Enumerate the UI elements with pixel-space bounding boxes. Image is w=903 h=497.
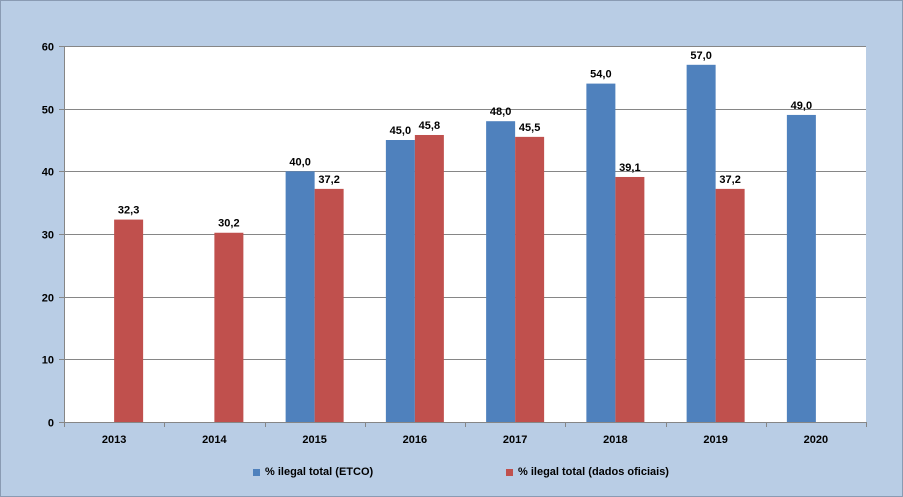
bar-etco-2017 (486, 121, 516, 422)
legend-label-etco: % ilegal total (ETCO) (265, 466, 374, 478)
data-labels: 40,0 45,0 48,0 54,0 57,0 49,0 32,3 30,2 37,2 45,8… (118, 50, 812, 230)
legend-swatch-dados-oficiais (506, 468, 513, 476)
bar-etco-2020 (786, 114, 816, 422)
bar-etco-2018 (586, 83, 616, 422)
legend-item-dados-oficiais: % ilegal total (dados oficiais) (506, 466, 669, 478)
bar-chart: 0 10 20 30 40 50 60 2013 2014 2015 2016 2017 2018 201… (42, 42, 867, 447)
data-label-dados-oficiais-2017: 45,5 (519, 122, 540, 134)
y-tick-label: 60 (42, 42, 54, 54)
bar-dados-oficiais-2016 (414, 134, 444, 422)
x-tick-label: 2015 (302, 434, 326, 446)
x-tick-label: 2018 (603, 434, 627, 446)
y-tick-label: 0 (48, 418, 54, 430)
data-label-etco-2016: 45,0 (390, 125, 411, 137)
y-tick-label: 10 (42, 355, 54, 367)
bar-dados-oficiais-2013 (114, 219, 144, 422)
bar-dados-oficiais-2018 (615, 176, 645, 422)
bar-dados-oficiais-2015 (314, 188, 344, 422)
data-label-etco-2015: 40,0 (289, 156, 310, 168)
x-tick-label: 2014 (202, 434, 227, 446)
bar-etco-2019 (686, 64, 716, 423)
data-label-dados-oficiais-2014: 30,2 (218, 218, 239, 230)
x-tick-label: 2013 (102, 434, 126, 446)
data-label-dados-oficiais-2016: 45,8 (419, 120, 440, 132)
x-tick-label: 2017 (503, 434, 527, 446)
data-label-dados-oficiais-2013: 32,3 (118, 205, 139, 217)
bar-dados-oficiais-2017 (515, 136, 545, 422)
data-label-dados-oficiais-2018: 39,1 (619, 162, 640, 174)
x-tick-label: 2019 (703, 434, 727, 446)
y-tick-label: 20 (42, 293, 54, 305)
gridlines (64, 46, 866, 360)
legend-swatch-etco (253, 468, 260, 476)
legend: % ilegal total (ETCO) % ilegal total (da… (1, 463, 903, 483)
bars (114, 64, 816, 423)
data-label-etco-2018: 54,0 (590, 69, 611, 81)
bar-etco-2016 (385, 140, 415, 422)
x-tick-label: 2016 (403, 434, 427, 446)
y-tick-label: 30 (42, 230, 54, 242)
x-tick-label: 2020 (804, 434, 828, 446)
y-tick-label: 40 (42, 167, 54, 179)
data-label-etco-2017: 48,0 (490, 106, 511, 118)
tick-labels: 0 10 20 30 40 50 60 2013 2014 2015 2016 2017 2018 201… (42, 42, 828, 447)
y-tick-label: 50 (42, 105, 54, 117)
bar-etco-2015 (285, 171, 315, 422)
data-label-dados-oficiais-2015: 37,2 (318, 174, 339, 186)
data-label-etco-2019: 57,0 (690, 50, 711, 62)
data-label-etco-2020: 49,0 (791, 100, 812, 112)
axes (59, 46, 867, 427)
legend-item-etco: % ilegal total (ETCO) (253, 466, 373, 478)
bar-dados-oficiais-2019 (715, 188, 745, 422)
bar-dados-oficiais-2014 (214, 232, 244, 422)
data-label-dados-oficiais-2019: 37,2 (719, 174, 740, 186)
legend-label-dados-oficiais: % ilegal total (dados oficiais) (518, 466, 669, 478)
